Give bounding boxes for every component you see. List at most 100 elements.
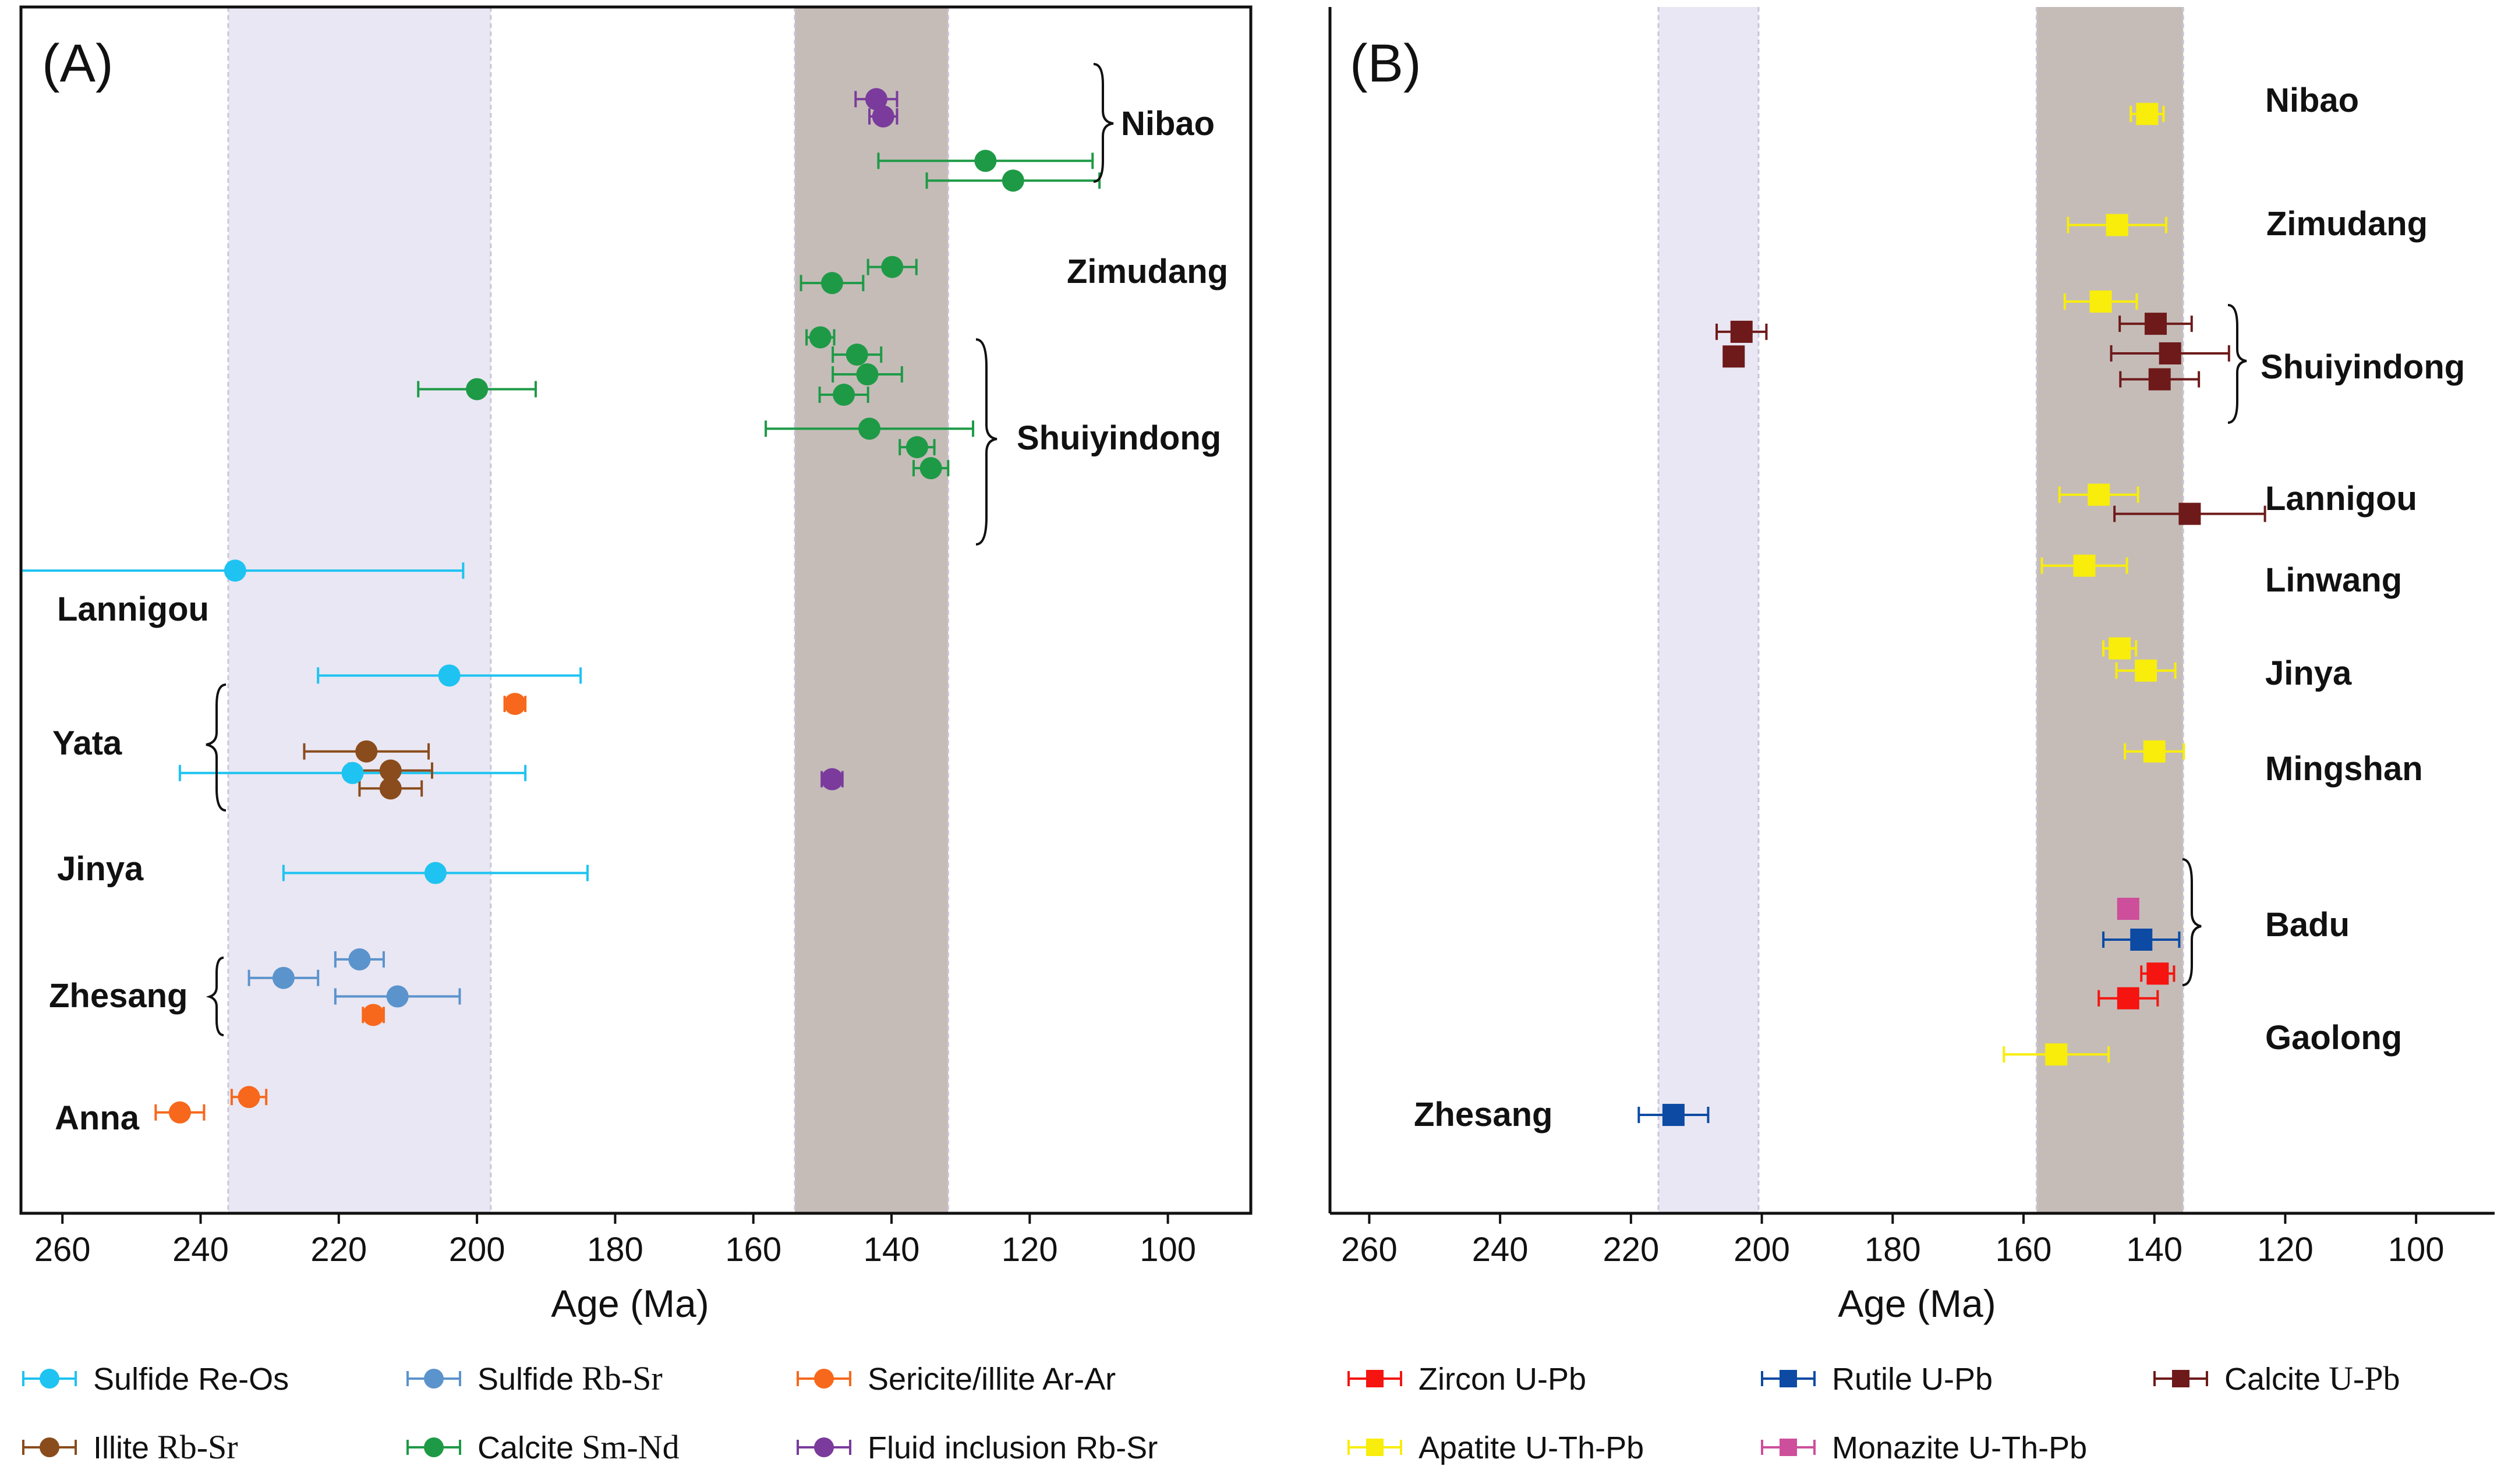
- panel-b-calcite-u-pb-marker-1: [1730, 320, 1753, 343]
- legend-label: Sulfide Rb-Sr: [477, 1359, 663, 1397]
- panel-a-calcite-sm-nd-marker-4: [820, 272, 843, 295]
- panel-b-chart: 260 240 220 200 180 160 140 120 100 (B) Age (Ma)…: [1328, 7, 2495, 1325]
- panel-a-label: (A): [42, 34, 114, 93]
- legend-item-b-1: Zircon U-Pb: [1347, 1362, 1586, 1397]
- legend-item-b-4: Apatite U-Th-Pb: [1347, 1430, 1644, 1465]
- panel-a-calcite-sm-nd-marker-12: [466, 378, 489, 401]
- legend-marker: [1366, 1439, 1384, 1456]
- legend-label: Calcite Sm-Nd: [477, 1428, 680, 1466]
- bracket-nibao: [1093, 63, 1114, 183]
- site-label-b-jinya: Jinya: [2265, 654, 2352, 692]
- panel-a-x-tick-label-200: 200: [449, 1231, 505, 1269]
- site-label-lannigou: Lannigou: [57, 590, 209, 628]
- panel-a-calcite-sm-nd-marker-2: [1002, 169, 1024, 192]
- legend-marker: [424, 1437, 444, 1457]
- panel-a-calcite-sm-nd-marker-10: [905, 436, 928, 459]
- site-label-b-nibao: Nibao: [2265, 82, 2359, 119]
- site-label-b-zhesang: Zhesang: [1414, 1096, 1553, 1134]
- panel-b-apatite-u-th-pb-marker-4: [2088, 483, 2110, 506]
- panel-b-calcite-u-pb-marker-4: [2159, 342, 2181, 364]
- bracket-zhesang: [206, 957, 224, 1036]
- legend-marker: [2172, 1370, 2189, 1387]
- panel-b-x-tick-label-260: 260: [1341, 1231, 1398, 1269]
- site-label-b-zimudang: Zimudang: [2266, 205, 2428, 243]
- panel-a-x-tick-label-100: 100: [1140, 1231, 1196, 1269]
- legend-label-isotope: U-Pb: [2329, 1359, 2400, 1397]
- panel-a-x-tick-label-220: 220: [310, 1231, 367, 1269]
- legend-marker: [424, 1369, 444, 1389]
- panel-b-zircon-u-pb-marker-2: [2117, 987, 2139, 1010]
- legend-marker: [1780, 1370, 1797, 1387]
- panel-b-apatite-u-th-pb-marker-3: [2089, 290, 2112, 313]
- panel-b-apatite-u-th-pb-marker-9: [2045, 1043, 2068, 1066]
- panel-b-x-tick-label-100: 100: [2388, 1231, 2445, 1269]
- panel-b-calcite-u-pb-marker-6: [2178, 502, 2201, 525]
- panel-b-calcite-u-pb-marker-3: [2144, 313, 2167, 335]
- panel-a-plot-area: [21, 7, 1251, 1213]
- site-label-b-lannigou: Lannigou: [2265, 480, 2417, 518]
- panel-a-sulfide-rb-sr-marker-3: [386, 985, 409, 1008]
- panel-a-x-tick-label-180: 180: [587, 1231, 643, 1269]
- panel-b-x-tick-label-160: 160: [1996, 1231, 2052, 1269]
- legend-label: Apatite U-Th-Pb: [1419, 1430, 1644, 1465]
- legend-marker: [1780, 1439, 1797, 1456]
- panel-a-illite-rb-sr-marker-3: [379, 777, 402, 800]
- site-label-b-gaolong: Gaolong: [2265, 1019, 2402, 1057]
- panel-b-x-tick-label-200: 200: [1734, 1231, 1790, 1269]
- legend-item-a-4: Illite Rb-Sr: [22, 1428, 238, 1466]
- site-label-b-shuiyindong: Shuiyindong: [2261, 348, 2465, 386]
- panel-a-sericite-illite-ar-ar-marker-2: [362, 1004, 385, 1026]
- legend-item-a-1: Sulfide Re-Os: [22, 1362, 289, 1397]
- panel-b-x-tick-label-180: 180: [1865, 1231, 1921, 1269]
- legend-label-isotope: Sm-Nd: [582, 1428, 680, 1466]
- legend: Sulfide Re-Os Sulfide Rb-Sr Sericite/illite…: [22, 1359, 2400, 1466]
- panel-b-monazite-u-th-pb-marker-1: [2117, 898, 2139, 920]
- panel-a-calcite-sm-nd-marker-9: [858, 417, 881, 440]
- site-label-b-linwang: Linwang: [2265, 561, 2402, 599]
- site-label-shuiyindong: Shuiyindong: [1017, 419, 1221, 457]
- legend-label: Fluid inclusion Rb-Sr: [868, 1430, 1158, 1465]
- site-label-zimudang: Zimudang: [1067, 253, 1228, 291]
- panel-b-calcite-u-pb-marker-2: [1722, 345, 1745, 368]
- site-label-zhesang: Zhesang: [49, 977, 188, 1015]
- panel-a-fluid-inclusion-rb-sr-marker-2: [872, 105, 894, 127]
- panel-a-calcite-sm-nd-marker-8: [833, 384, 855, 406]
- panel-a-frame: [19, 5, 1253, 1215]
- panel-b-shaded-window-1: [1658, 7, 1759, 1213]
- legend-item-a-2: Sulfide Rb-Sr: [406, 1359, 663, 1397]
- legend-marker: [40, 1369, 59, 1389]
- panel-a-calcite-sm-nd-marker-1: [974, 150, 997, 172]
- panel-b-apatite-u-th-pb-marker-7: [2135, 659, 2157, 682]
- panel-a-x-tick-label-120: 120: [1002, 1231, 1058, 1269]
- panel-b-shaded-window-2: [2036, 7, 2184, 1213]
- panel-a-sulfide-re-os-marker-4: [424, 862, 447, 884]
- panel-a-chart: 260 240 220 200 180 160 140 120 100 (A) Age (Ma)…: [19, 5, 1253, 1325]
- panel-b-x-tick-label-220: 220: [1603, 1231, 1659, 1269]
- panel-a-calcite-sm-nd-marker-11: [919, 457, 942, 480]
- panel-a-shaded-window-1: [228, 7, 491, 1213]
- legend-label: Calcite U-Pb: [2224, 1359, 2400, 1397]
- panel-a-x-tick-label-240: 240: [172, 1231, 229, 1269]
- panel-a-x-tick-label-260: 260: [34, 1231, 91, 1269]
- legend-label: Sericite/illite Ar-Ar: [868, 1362, 1116, 1397]
- legend-item-a-5: Calcite Sm-Nd: [406, 1428, 680, 1466]
- site-label-jinya: Jinya: [57, 850, 144, 888]
- panel-a-sulfide-rb-sr-marker-1: [348, 948, 371, 971]
- panel-b-x-tick-label-240: 240: [1472, 1231, 1529, 1269]
- panel-b-plot-area: [1330, 7, 2495, 1213]
- panel-a-sericite-illite-ar-ar-marker-4: [168, 1101, 191, 1124]
- panel-b-calcite-u-pb-marker-5: [2148, 368, 2171, 391]
- panel-a-calcite-sm-nd-marker-6: [846, 343, 868, 366]
- legend-label-isotope: Rb-Sr: [157, 1428, 238, 1466]
- site-label-nibao: Nibao: [1121, 105, 1215, 143]
- panel-a-sulfide-rb-sr-marker-2: [272, 966, 295, 989]
- legend-item-b-5: Monazite U-Th-Pb: [1761, 1430, 2087, 1465]
- legend-label: Sulfide Re-Os: [93, 1362, 289, 1397]
- legend-marker: [814, 1369, 834, 1389]
- bracket-yata: [206, 683, 227, 812]
- site-label-b-badu: Badu: [2265, 906, 2350, 944]
- panel-b-x-tick-label-140: 140: [2126, 1231, 2182, 1269]
- panel-a-calcite-sm-nd-marker-3: [881, 256, 904, 278]
- panel-b-apatite-u-th-pb-marker-1: [2136, 102, 2159, 125]
